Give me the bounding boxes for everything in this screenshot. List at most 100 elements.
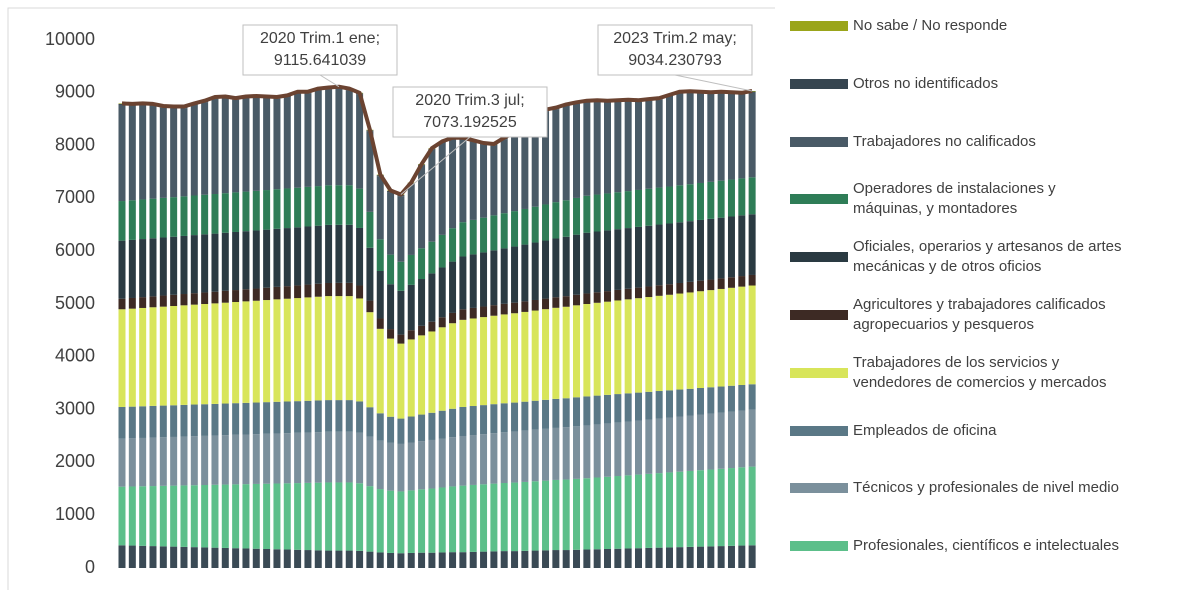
legend-label: Trabajadores de los servicios y vendedor… xyxy=(853,353,1107,391)
bar-segment xyxy=(418,414,426,442)
bar-segment xyxy=(180,546,188,568)
bar-segment xyxy=(459,406,467,436)
bar-segment xyxy=(614,289,622,301)
bar-segment xyxy=(428,552,436,568)
bar-segment xyxy=(438,234,446,268)
bar-segment xyxy=(128,105,136,201)
bar-segment xyxy=(521,301,529,312)
bar-segment xyxy=(583,478,591,550)
bar-segment xyxy=(139,307,147,407)
y-tick-label: 6000 xyxy=(55,240,95,260)
bar-segment xyxy=(180,436,188,486)
bar-segment xyxy=(738,286,746,385)
bar-segment xyxy=(676,547,684,568)
bar-segment xyxy=(665,472,673,548)
bar-segment xyxy=(387,254,395,285)
bar-segment xyxy=(180,196,188,236)
bar-segment xyxy=(655,295,663,392)
bar-segment xyxy=(490,404,498,434)
bar-segment xyxy=(748,409,756,467)
bar-segment xyxy=(500,432,508,483)
bar-segment xyxy=(159,546,167,568)
bar-segment xyxy=(128,545,136,568)
bar-segment xyxy=(500,303,508,315)
bar-segment xyxy=(676,93,684,186)
bar-segment xyxy=(573,197,581,235)
bar-segment xyxy=(635,548,642,568)
bar-segment xyxy=(655,224,663,286)
bar-segment xyxy=(221,403,229,436)
bar-segment xyxy=(438,487,446,553)
bar-segment xyxy=(490,215,498,251)
legend-label: Trabajadores no calificados xyxy=(853,132,1036,150)
bar-segment xyxy=(283,188,291,229)
bar-segment xyxy=(335,88,343,186)
bar-segment xyxy=(686,388,694,416)
bar-segment xyxy=(562,200,570,237)
bar-segment xyxy=(583,293,591,304)
bar-segment xyxy=(665,294,673,391)
bar-segment xyxy=(521,126,529,209)
bar-segment xyxy=(449,408,457,438)
bar-segment xyxy=(273,189,281,229)
bar-segment xyxy=(314,432,322,483)
bar-segment xyxy=(521,430,529,482)
bar-segment xyxy=(376,440,384,490)
bar-segment xyxy=(201,304,209,405)
bar-segment xyxy=(686,470,694,547)
bar-segment xyxy=(263,300,271,403)
bar-segment xyxy=(356,550,364,568)
bar-segment xyxy=(294,298,302,402)
bar-segment xyxy=(686,292,694,389)
bar-segment xyxy=(614,101,622,193)
bar-segment xyxy=(325,431,333,483)
bar-segment xyxy=(593,231,601,293)
bar-segment xyxy=(242,231,250,290)
y-tick-label: 3000 xyxy=(55,398,95,418)
bar-segment xyxy=(335,185,343,225)
bar-segment xyxy=(376,318,384,329)
bar-segment xyxy=(242,434,250,485)
bar-segment xyxy=(159,485,167,547)
bar-segment xyxy=(696,182,704,220)
bar-segment xyxy=(469,551,477,568)
bar-segment xyxy=(170,485,178,547)
bar-segment xyxy=(304,226,312,285)
bar-segment xyxy=(655,391,663,419)
bar-segment xyxy=(645,100,653,189)
bar-segment xyxy=(190,485,198,548)
bar-segment xyxy=(139,437,147,487)
bar-segment xyxy=(170,405,178,437)
bar-segment xyxy=(449,261,457,313)
bar-segment xyxy=(614,476,622,549)
bar-segment xyxy=(366,551,374,568)
bar-segment xyxy=(314,225,322,284)
bar-segment xyxy=(717,288,725,387)
bar-segment xyxy=(521,401,529,431)
bar-segment xyxy=(490,315,498,405)
bar-segment xyxy=(686,415,694,471)
legend-swatch xyxy=(790,310,848,320)
bar-segment xyxy=(118,406,126,439)
bar-segment xyxy=(149,198,157,239)
bar-segment xyxy=(665,390,673,418)
bar-segment xyxy=(469,141,477,220)
bar-segment xyxy=(376,176,384,240)
legend-item: Agricultores y trabajadores calificados … xyxy=(790,295,1106,335)
bar-segment xyxy=(511,133,519,212)
bar-segment xyxy=(273,98,281,190)
bar-segment xyxy=(707,93,715,182)
bar-segment xyxy=(562,306,570,399)
bar-segment xyxy=(562,236,570,297)
bar-segment xyxy=(304,93,312,187)
bar-segment xyxy=(604,301,612,395)
bar-segment xyxy=(511,211,519,247)
bar-segment xyxy=(283,286,291,299)
bar-segment xyxy=(635,287,642,299)
bar-segment xyxy=(407,184,415,255)
bar-segment xyxy=(397,196,405,262)
bar-segment xyxy=(356,94,364,189)
bar-segment xyxy=(345,224,353,283)
bar-segment xyxy=(604,193,612,231)
bar-segment xyxy=(273,286,281,300)
